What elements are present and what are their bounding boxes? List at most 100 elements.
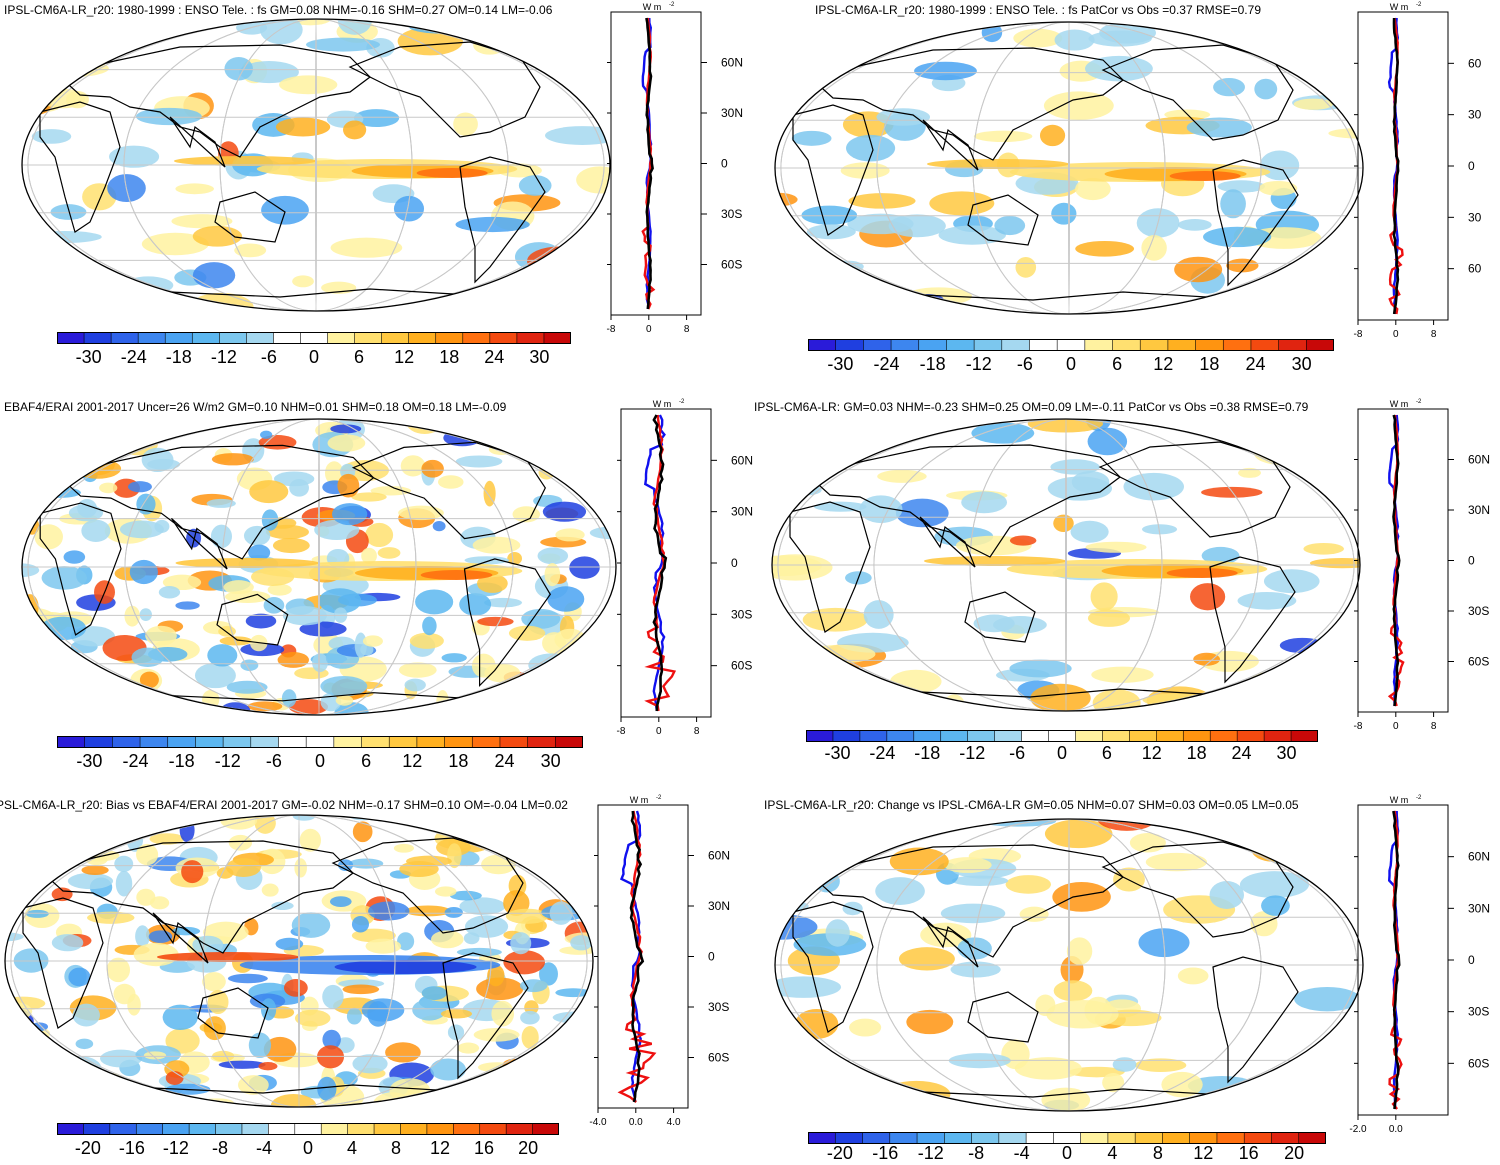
anomaly-patch (116, 419, 159, 431)
zonal-ref-line (1392, 17, 1400, 315)
anomaly-patch (1263, 569, 1320, 594)
zonal-lat-label: 30N (721, 106, 743, 120)
anomaly-patch (1046, 1000, 1119, 1029)
coastline (811, 844, 1124, 958)
anomaly-patch (1186, 117, 1252, 138)
zonal-units: W m (630, 795, 649, 805)
anomaly-patch (906, 1009, 954, 1035)
anomaly-patch (332, 503, 368, 526)
anomaly-patch (444, 906, 463, 918)
zonal-x-label: 8 (684, 324, 690, 335)
anomaly-patch (994, 215, 1026, 236)
colorbar-swatch (361, 736, 390, 748)
anomaly-patch (536, 1046, 561, 1069)
colorbar-swatch (347, 1123, 375, 1135)
map-border (774, 818, 1364, 1112)
map-border (771, 418, 1361, 712)
zonal-x-label: -8 (1354, 721, 1363, 732)
anomaly-patch (554, 628, 587, 651)
anomaly-patch (133, 942, 179, 967)
anomaly-patch (165, 1071, 184, 1085)
colorbar-swatch (192, 332, 220, 344)
anomaly-patch (211, 453, 254, 466)
anomaly-patch (1253, 441, 1309, 465)
anomaly-patch (539, 962, 558, 986)
anomaly-patch (261, 509, 279, 531)
anomaly-patch (576, 166, 610, 194)
anomaly-patch (1112, 1057, 1137, 1072)
world-map (771, 418, 1361, 712)
anomaly-patch (354, 632, 367, 658)
colorbar-label: 16 (1238, 1143, 1259, 1163)
anomaly-patch (226, 680, 268, 694)
anomaly-patch (1070, 520, 1109, 543)
zonal-lat-label: 60N (1468, 453, 1490, 467)
anomaly-patch (520, 1010, 540, 1025)
colorbar-labels: -20 -16 -12 -8 -4 0 4 8 12 16 20 (57, 1138, 559, 1162)
anomaly-patch (1013, 28, 1063, 48)
anomaly-patch (317, 1076, 337, 1101)
anomaly-patch (432, 521, 446, 532)
colorbar-swatch (808, 1132, 836, 1144)
anomaly-patch (1123, 472, 1184, 501)
anomaly-patch (35, 854, 66, 867)
anomaly-patch (876, 108, 931, 126)
coastline (919, 516, 976, 568)
anomaly-patch (270, 1093, 317, 1107)
anomaly-patch (399, 861, 439, 877)
anomaly-patch (775, 263, 803, 278)
anomaly-patch (63, 550, 86, 564)
colorbar-label: -12 (210, 347, 237, 367)
zonal-lat-label: 30N (1468, 503, 1490, 517)
colorbar-swatch (555, 736, 583, 748)
anomaly-patch (1054, 29, 1095, 51)
anomaly-patch (510, 932, 532, 955)
colorbar-swatch (321, 1123, 349, 1135)
zonal-x-label: 8 (1431, 721, 1437, 732)
anomaly-patch (1088, 30, 1152, 47)
anomaly-patch (210, 524, 232, 549)
anomaly-patch (66, 90, 89, 109)
anomaly-patch (223, 580, 254, 595)
zonal-mean-plot: W m -2 60 30 0 30 60 -8 0 8 (1354, 2, 1482, 340)
colorbar-label: -6 (260, 347, 277, 367)
anomaly-patch (203, 1016, 226, 1041)
map-border (21, 418, 617, 716)
anomaly-patch (292, 275, 314, 288)
colorbar-swatch (499, 736, 529, 748)
zonal-units-exponent: -2 (1416, 399, 1422, 405)
anomaly-patch (544, 563, 561, 587)
colorbar-swatch (862, 1132, 891, 1144)
anomaly-patch (415, 589, 454, 615)
anomaly-patch (549, 673, 591, 695)
anomaly-patch (239, 61, 299, 84)
anomaly-patch (464, 556, 510, 565)
anomaly-patch (457, 1042, 480, 1054)
anomaly-patch (772, 419, 817, 433)
anomaly-patch (825, 919, 850, 947)
colorbar-swatch (479, 1123, 507, 1135)
anomaly-patch (361, 547, 377, 564)
zonal-lat-label: 60N (1468, 850, 1490, 864)
anomaly-patch (32, 59, 109, 78)
anomaly-patch (1102, 1072, 1125, 1093)
anomaly-patch (114, 855, 134, 873)
colorbar-swatch (241, 1123, 269, 1135)
anomaly-patch (194, 662, 236, 689)
anomaly-patch (25, 1071, 58, 1092)
anomaly-patch (162, 574, 202, 591)
colorbar-label: 12 (1193, 1143, 1214, 1163)
zonal-axes (1357, 408, 1449, 713)
anomaly-patch (111, 690, 134, 715)
anomaly-patch (409, 632, 444, 649)
anomaly-patch (306, 37, 380, 52)
anomaly-patch (385, 1042, 421, 1063)
anomaly-patch (543, 419, 573, 438)
coastline (789, 501, 871, 633)
anomaly-patch (1174, 256, 1223, 283)
zonal-x-label: -8 (617, 726, 626, 737)
colorbar-swatch (1271, 1132, 1300, 1144)
colorbar-swatch (1129, 730, 1157, 742)
anomaly-patch (22, 594, 39, 620)
colorbar-label: 0 (1056, 743, 1068, 763)
